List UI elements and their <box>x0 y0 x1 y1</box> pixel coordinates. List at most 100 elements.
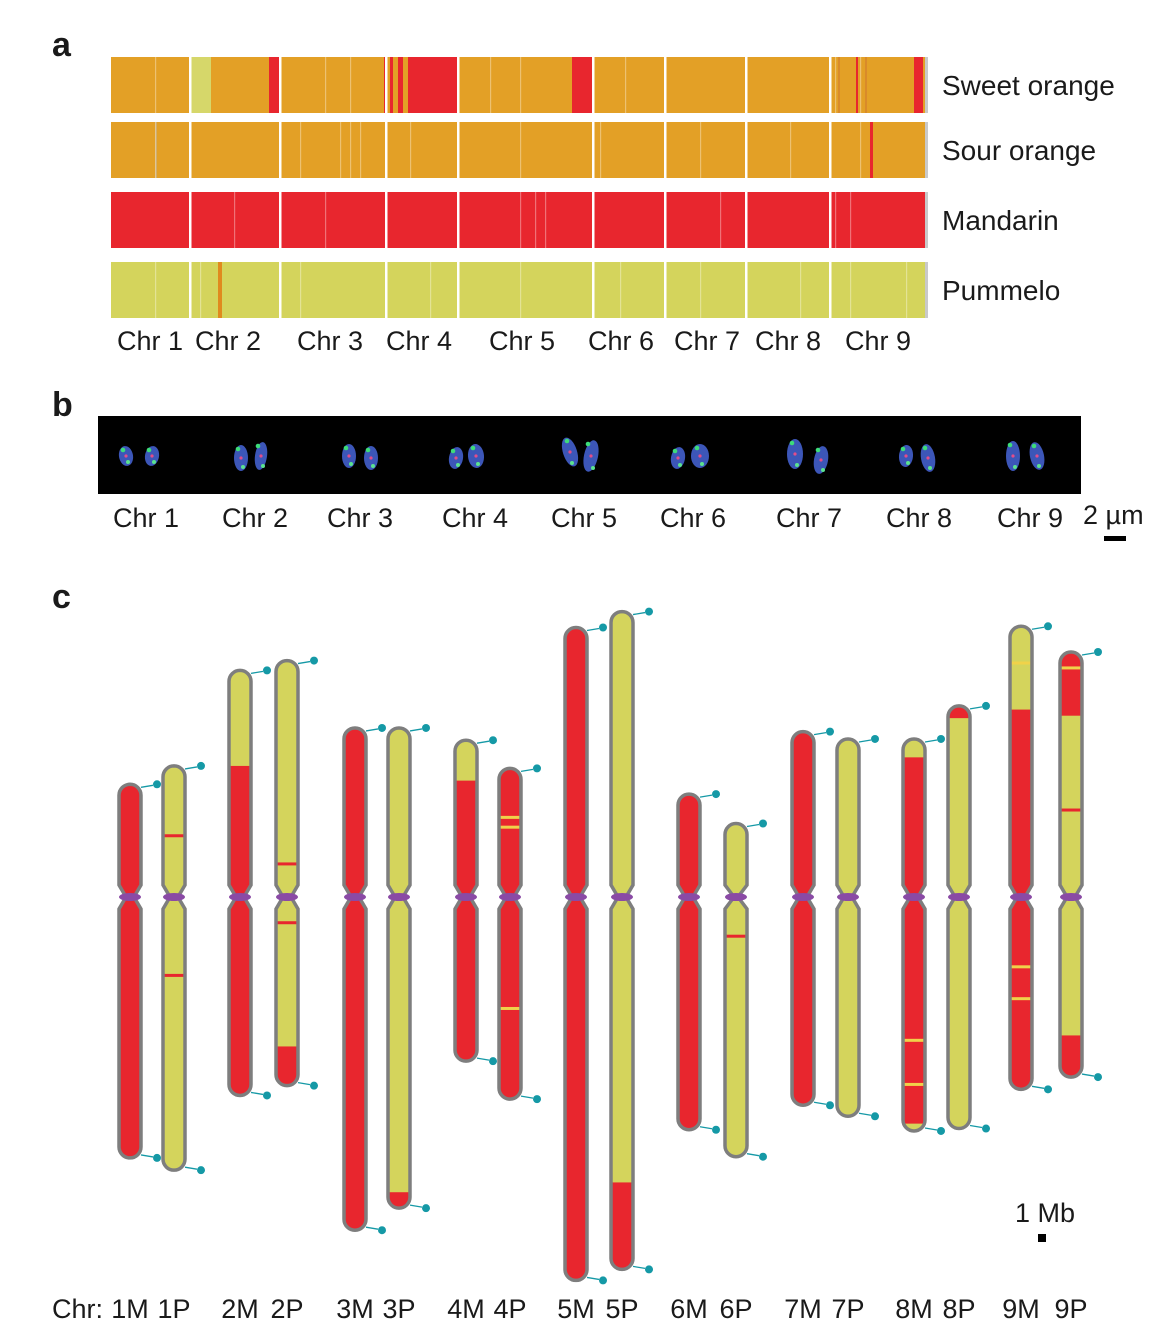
telomere-connector <box>1031 626 1045 630</box>
telomere-connector <box>969 1124 983 1129</box>
ancestry-thin-line <box>535 192 537 248</box>
chromosome-3P <box>386 723 430 1213</box>
fish-green-signal <box>694 445 700 451</box>
ancestry-thin-line <box>835 192 837 248</box>
telomere-connector <box>813 731 827 736</box>
fish-chromosome-pair <box>118 446 160 466</box>
telomere-connector <box>1081 1073 1095 1077</box>
chromosome-outline <box>274 658 300 1088</box>
chromosome-boundary-line <box>279 122 282 178</box>
ideogram-chromosome-label: 3P <box>382 1294 415 1324</box>
ancestry-thin-line <box>700 122 702 178</box>
chromosome-1P <box>161 761 205 1175</box>
mandarin-segment <box>611 1182 633 1270</box>
chromosome-boundary-line <box>592 57 595 113</box>
chromosome-boundary-line <box>457 262 460 318</box>
chromosome-outline <box>386 726 412 1210</box>
chromosome-boundary-line <box>189 262 192 318</box>
ancestry-thin-line <box>350 57 352 113</box>
ancestry-thin-line <box>155 122 157 178</box>
pummelo-band <box>903 1082 925 1086</box>
chromosome-boundary-line <box>664 262 667 318</box>
telomere-connector <box>969 706 983 710</box>
chromosome-base-fill <box>499 768 521 1100</box>
ideogram-chromosome-label: 8M <box>895 1294 933 1324</box>
fish-green-signal <box>146 447 152 453</box>
chromosome-outline <box>453 738 479 1063</box>
telomere-connector <box>365 1226 379 1230</box>
ancestry-thin-line <box>860 57 862 113</box>
fish-chromosome-pair <box>670 444 709 469</box>
ancestry-block <box>856 57 858 113</box>
ancestry-thin-line <box>300 262 302 318</box>
ancestry-thin-line <box>800 262 802 318</box>
fish-scale-bar-label: 2 µm <box>1083 500 1144 530</box>
ancestry-thin-line <box>490 57 492 113</box>
telomere-probe-top <box>378 723 386 732</box>
chromosome-boundary-line <box>385 262 388 318</box>
fish-green-signal <box>371 464 375 468</box>
ancestry-row-label: Sour orange <box>942 135 1096 166</box>
ancestry-thin-line <box>410 122 412 178</box>
pummelo-band <box>499 815 521 819</box>
ancestry-thin-line <box>350 122 352 178</box>
telomere-probe-bottom <box>1094 1073 1102 1082</box>
telomere-probe-bottom <box>533 1095 541 1104</box>
ideogram-chromosome-label: 5M <box>557 1294 595 1324</box>
telomere-probe-bottom <box>826 1101 834 1110</box>
telomere-connector <box>409 728 423 732</box>
ancestry-row-label: Sweet orange <box>942 70 1115 101</box>
pummelo-band <box>1060 666 1082 670</box>
chromosome-outline <box>227 668 253 1098</box>
mandarin-band <box>276 921 298 925</box>
telomere-probe-bottom <box>937 1126 945 1135</box>
telomere-connector <box>632 1265 646 1270</box>
telomere-connector <box>409 1204 423 1208</box>
ancestry-heatmap-panel: Sweet orange Sour orange Mandarin Pummelo Ch… <box>111 57 1115 356</box>
pummelo-band <box>1010 965 1032 969</box>
ideogram-chromosome-label: 3M <box>336 1294 374 1324</box>
ancestry-thin-line <box>155 262 157 318</box>
ancestry-row-2: Sour orange <box>111 122 1096 178</box>
fish-chromosome-pair <box>1006 441 1045 471</box>
chromosome-fill-group <box>163 765 185 1171</box>
fish-green-signal <box>343 445 349 451</box>
fish-green-signal <box>585 441 591 447</box>
telomere-connector <box>140 1154 154 1158</box>
telomere-probe-bottom <box>263 1091 271 1100</box>
ancestry-thin-line <box>155 57 157 113</box>
chromosome-fill-group <box>119 784 141 1158</box>
centromere-marker <box>1010 893 1032 901</box>
ancestry-thin-line <box>200 262 202 318</box>
telomere-connector <box>184 1166 198 1170</box>
chromosome-boundary-line <box>745 192 748 248</box>
ancestry-thin-line <box>520 122 522 178</box>
panel-b-chromosome-label: Chr 4 <box>442 503 508 533</box>
centromere-marker <box>455 893 477 901</box>
ancestry-row-1: Sweet orange <box>111 57 1115 113</box>
chromosome-2P <box>274 656 318 1090</box>
chromosome-9P <box>1058 648 1102 1082</box>
telomere-probe-top <box>153 780 161 789</box>
fish-green-signal <box>261 464 265 468</box>
chromosome-8M <box>901 734 945 1135</box>
chromosome-base-fill <box>388 727 410 1209</box>
panel-a-chromosome-label: Chr 8 <box>755 326 821 356</box>
telomere-probe-top <box>197 761 205 770</box>
chromosome-boundary-line <box>829 122 832 178</box>
ancestry-row-4: Pummelo <box>111 262 1060 318</box>
panel-b-chromosome-label: Chr 9 <box>997 503 1063 533</box>
telomere-probe-top <box>422 723 430 732</box>
chromosome-boundary-line <box>189 122 192 178</box>
fish-red-signal <box>124 454 128 458</box>
chromosome-fill-group <box>565 627 587 1281</box>
telomere-connector <box>699 1126 713 1130</box>
ancestry-thin-line <box>850 262 852 318</box>
telomere-connector <box>746 1153 760 1157</box>
fish-green-signal <box>700 462 704 466</box>
chromosome-outline <box>790 729 816 1108</box>
ideogram-chromosome-label: 8P <box>942 1294 975 1324</box>
telomere-connector <box>858 1112 872 1116</box>
centromere-marker <box>678 893 700 901</box>
centromere-marker <box>1060 893 1082 901</box>
